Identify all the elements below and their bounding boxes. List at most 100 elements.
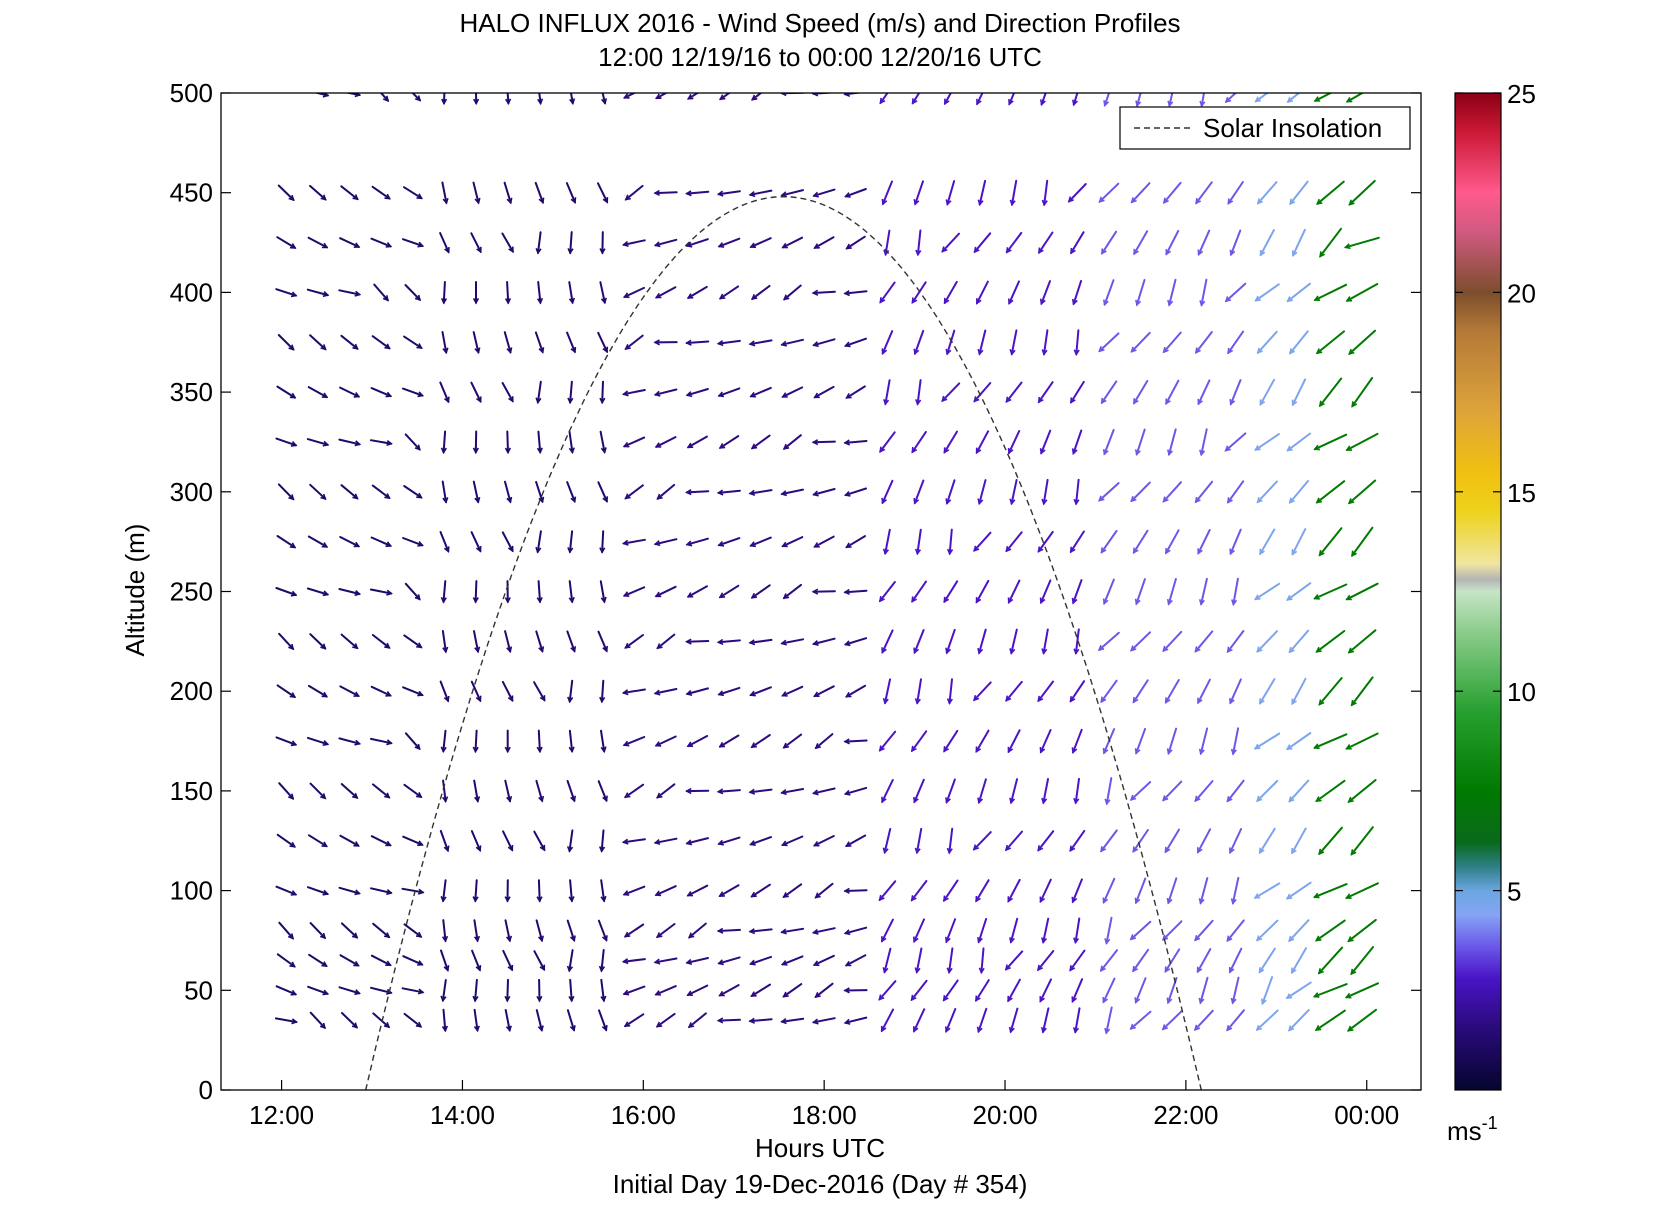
wind-arrow xyxy=(813,236,835,249)
wind-arrow xyxy=(622,838,646,844)
wind-arrow xyxy=(1008,280,1020,305)
wind-arrow-head xyxy=(1102,747,1109,755)
wind-arrow xyxy=(536,530,542,553)
wind-arrow xyxy=(473,1008,479,1032)
wind-arrow-head xyxy=(1315,497,1323,504)
wind-arrow-head xyxy=(443,546,450,553)
wind-arrow-head xyxy=(1037,845,1044,852)
wind-arrow xyxy=(472,181,480,204)
wind-arrow-head xyxy=(910,745,917,753)
wind-arrow xyxy=(975,280,989,305)
wind-arrow xyxy=(1259,229,1275,256)
wind-arrow-head xyxy=(1229,847,1235,855)
wind-arrow-head xyxy=(1102,448,1109,456)
wind-arrow-head xyxy=(473,935,481,943)
wind-arrow xyxy=(1008,93,1016,106)
wind-arrow-head xyxy=(475,695,482,703)
wind-arrow xyxy=(655,286,677,299)
wind-arrow-head xyxy=(535,546,542,554)
wind-arrow xyxy=(537,580,541,603)
wind-arrow xyxy=(1200,428,1208,456)
wind-arrow xyxy=(973,681,992,701)
wind-arrow xyxy=(340,185,359,201)
wind-arrow-head xyxy=(386,739,393,746)
wind-arrow-head xyxy=(1347,1025,1354,1032)
wind-arrow xyxy=(943,93,952,105)
wind-arrow-head xyxy=(472,447,479,455)
wind-arrow-head xyxy=(1198,748,1205,756)
wind-arrow xyxy=(533,830,546,851)
wind-arrow-head xyxy=(600,895,607,903)
wind-arrow-head xyxy=(1005,247,1012,254)
wind-arrow xyxy=(913,629,925,654)
wind-arrow xyxy=(371,335,391,350)
wind-arrow-head xyxy=(622,240,629,247)
wind-arrow-head xyxy=(599,547,606,554)
wind-arrow-head xyxy=(1007,298,1014,305)
wind-arrow-head xyxy=(686,890,694,897)
wind-arrow xyxy=(812,338,836,347)
wind-arrow-head xyxy=(748,639,756,646)
wind-arrow-head xyxy=(749,690,756,697)
wind-arrow-head xyxy=(472,746,479,754)
wind-arrow-head xyxy=(812,840,820,847)
wind-arrow xyxy=(1005,950,1024,971)
wind-arrow xyxy=(687,285,708,299)
wind-arrow xyxy=(568,281,574,304)
wind-arrow xyxy=(506,93,510,105)
wind-arrow-head xyxy=(1167,449,1173,457)
wind-arrow xyxy=(1259,378,1276,406)
wind-arrow-head xyxy=(385,988,393,995)
wind-arrow-head xyxy=(945,647,952,655)
wind-arrow-head xyxy=(1289,348,1296,355)
wind-arrow xyxy=(339,237,360,248)
wind-arrow-head xyxy=(914,548,922,556)
wind-arrow xyxy=(370,685,392,697)
wind-arrow-head xyxy=(685,190,692,197)
wind-arrow xyxy=(1348,479,1377,505)
wind-arrow-head xyxy=(750,443,758,450)
wind-arrow xyxy=(404,284,421,301)
wind-arrow xyxy=(1042,917,1050,944)
wind-arrow xyxy=(1199,877,1209,905)
wind-arrow xyxy=(1288,919,1310,942)
wind-arrow-head xyxy=(1039,896,1046,904)
wind-arrow xyxy=(812,290,836,294)
wind-arrow xyxy=(403,485,423,499)
wind-arrow xyxy=(686,238,709,247)
wind-arrow xyxy=(1350,826,1374,856)
wind-arrow-head xyxy=(442,197,449,205)
wind-arrow-head xyxy=(1318,699,1325,706)
x-axis-label: Hours UTC xyxy=(755,1133,885,1163)
wind-arrow-head xyxy=(914,967,921,974)
wind-arrow-head xyxy=(385,391,393,398)
wind-arrow xyxy=(1162,920,1183,941)
wind-arrow xyxy=(717,190,741,196)
wind-arrow-head xyxy=(1134,449,1141,456)
wind-arrow-head xyxy=(440,746,447,754)
wind-arrow-head xyxy=(599,397,606,405)
wind-arrow xyxy=(1165,529,1180,554)
wind-arrow-head xyxy=(912,1026,919,1033)
wind-arrow xyxy=(688,1012,707,1028)
wind-arrow xyxy=(687,735,709,748)
wind-arrow-head xyxy=(504,746,511,754)
wind-arrow-head xyxy=(749,959,756,966)
wind-arrow xyxy=(600,829,605,853)
wind-arrow xyxy=(276,684,296,698)
wind-arrow-head xyxy=(655,932,663,939)
wind-arrow xyxy=(1069,829,1086,852)
wind-arrow-head xyxy=(1345,296,1353,302)
wind-arrow xyxy=(502,830,514,852)
wind-arrow-head xyxy=(536,597,543,604)
wind-arrow-head xyxy=(717,242,725,248)
wind-arrow xyxy=(275,885,297,896)
wind-arrow xyxy=(1130,481,1151,502)
wind-arrow-head xyxy=(1007,447,1014,455)
wind-arrow-head xyxy=(290,740,298,747)
wind-arrow xyxy=(1256,1009,1279,1031)
wind-arrow xyxy=(1288,480,1309,504)
footer-label: Initial Day 19-Dec-2016 (Day # 354) xyxy=(613,1169,1028,1199)
wind-arrow-head xyxy=(1071,996,1078,1003)
wind-arrow-head xyxy=(1039,996,1045,1003)
